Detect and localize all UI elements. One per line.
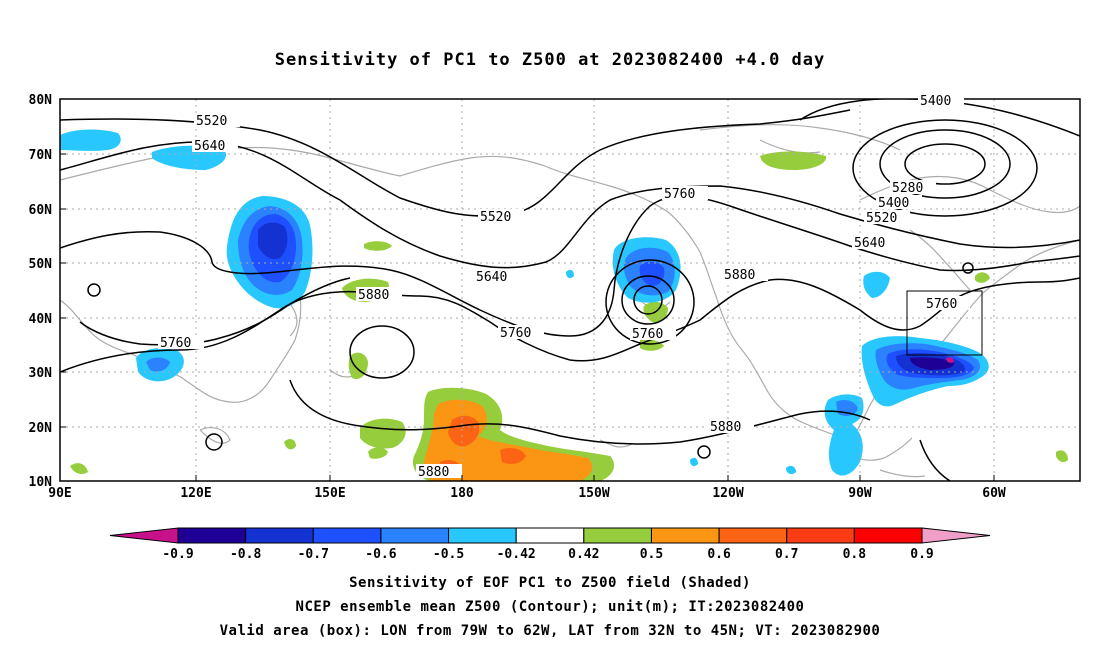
colorbar-swatch bbox=[245, 527, 314, 544]
colorbar-tick-label: -0.7 bbox=[298, 547, 329, 562]
plot-border bbox=[59, 98, 1081, 482]
contour-label: 5760 bbox=[664, 187, 695, 202]
contour-label: 5400 bbox=[878, 196, 909, 211]
contour-label: 5520 bbox=[480, 210, 511, 225]
contour-label: 5640 bbox=[194, 139, 225, 154]
lat-label: 10N bbox=[29, 475, 53, 490]
contour-label: 5760 bbox=[632, 327, 663, 342]
contour-label: 5640 bbox=[854, 236, 885, 251]
contour-label: 5520 bbox=[866, 211, 897, 226]
lon-label: 60W bbox=[982, 486, 1006, 501]
plot-area bbox=[60, 99, 1080, 481]
valid-area-box bbox=[906, 290, 983, 356]
lon-label: 180 bbox=[450, 486, 474, 501]
latitude-labels: 80N 70N 60N 50N 40N 30N 20N 10N bbox=[29, 93, 53, 490]
axis-ticks bbox=[60, 98, 995, 481]
colorbar-end-high bbox=[921, 527, 991, 544]
colorbar-swatch bbox=[718, 527, 788, 544]
contour-label: 5520 bbox=[196, 114, 227, 129]
colorbar-swatch bbox=[515, 527, 585, 544]
colorbar bbox=[109, 527, 991, 544]
contour-label: 5760 bbox=[500, 326, 531, 341]
colorbar-swatch bbox=[448, 527, 517, 544]
colorbar-tick-label: -0.42 bbox=[497, 547, 536, 562]
lon-label: 90E bbox=[48, 486, 71, 501]
map-title: Sensitivity of PC1 to Z500 at 2023082400… bbox=[274, 50, 826, 70]
colorbar-tick-label: 0.5 bbox=[640, 547, 663, 562]
colorbar-tick-label: 0.6 bbox=[707, 547, 731, 562]
contour-label: 5760 bbox=[926, 297, 957, 312]
lat-label: 20N bbox=[29, 421, 53, 436]
longitude-labels: 90E 120E 150E 180 150W 120W 90W 60W bbox=[48, 486, 1006, 501]
lat-label: 80N bbox=[29, 93, 53, 108]
colorbar-tick-label: -0.6 bbox=[365, 547, 396, 562]
grid-lines bbox=[60, 99, 1080, 481]
colorbar-swatch bbox=[650, 527, 720, 544]
colorbar-swatch bbox=[583, 527, 652, 544]
colorbar-swatch bbox=[786, 527, 855, 544]
lon-label: 90W bbox=[848, 486, 872, 501]
lon-label: 150W bbox=[578, 486, 609, 501]
colorbar-tick-label: 0.7 bbox=[775, 547, 798, 562]
contour-label: 5880 bbox=[358, 288, 389, 303]
lat-label: 70N bbox=[29, 148, 53, 163]
colorbar-tick-label: 0.9 bbox=[910, 547, 933, 562]
contour-label: 5880 bbox=[710, 420, 741, 435]
colorbar-tick-label: 0.8 bbox=[843, 547, 867, 562]
colorbar-labels: -0.9 -0.8 -0.7 -0.6 -0.5 -0.42 0.42 0.5 0.6 0.7 0.… bbox=[162, 547, 933, 562]
lon-label: 120W bbox=[712, 486, 743, 501]
colorbar-swatch bbox=[853, 527, 923, 544]
colorbar-tick-label: 0.42 bbox=[568, 547, 599, 562]
contour-label: 5880 bbox=[418, 465, 449, 480]
caption-line-2: NCEP ensemble mean Z500 (Contour); unit(… bbox=[295, 599, 805, 615]
lat-label: 40N bbox=[29, 312, 53, 327]
colorbar-swatch bbox=[177, 527, 247, 544]
contour-label: 5640 bbox=[476, 270, 507, 285]
caption-line-3: Valid area (box): LON from 79W to 62W, L… bbox=[219, 623, 881, 639]
contour-label: 5760 bbox=[160, 336, 191, 351]
colorbar-swatch bbox=[380, 527, 450, 544]
colorbar-end-low bbox=[109, 527, 179, 544]
colorbar-tick-label: -0.9 bbox=[162, 547, 193, 562]
colorbar-tick-label: -0.8 bbox=[230, 547, 261, 562]
contour-label: 5880 bbox=[724, 268, 755, 283]
contour-labels: 5400 5520 5640 5520 5640 5760 5760 5760 … bbox=[158, 93, 970, 480]
colorbar-swatch bbox=[312, 527, 382, 544]
lat-label: 60N bbox=[29, 203, 53, 218]
lon-label: 150E bbox=[314, 486, 345, 501]
caption-line-1: Sensitivity of EOF PC1 to Z500 field (Sh… bbox=[349, 575, 751, 591]
colorbar-tick-label: -0.5 bbox=[433, 547, 464, 562]
contour-label: 5280 bbox=[892, 181, 923, 196]
contour-label: 5400 bbox=[920, 94, 951, 109]
lat-label: 30N bbox=[29, 366, 53, 381]
lon-label: 120E bbox=[180, 486, 211, 501]
lat-label: 50N bbox=[29, 257, 53, 272]
